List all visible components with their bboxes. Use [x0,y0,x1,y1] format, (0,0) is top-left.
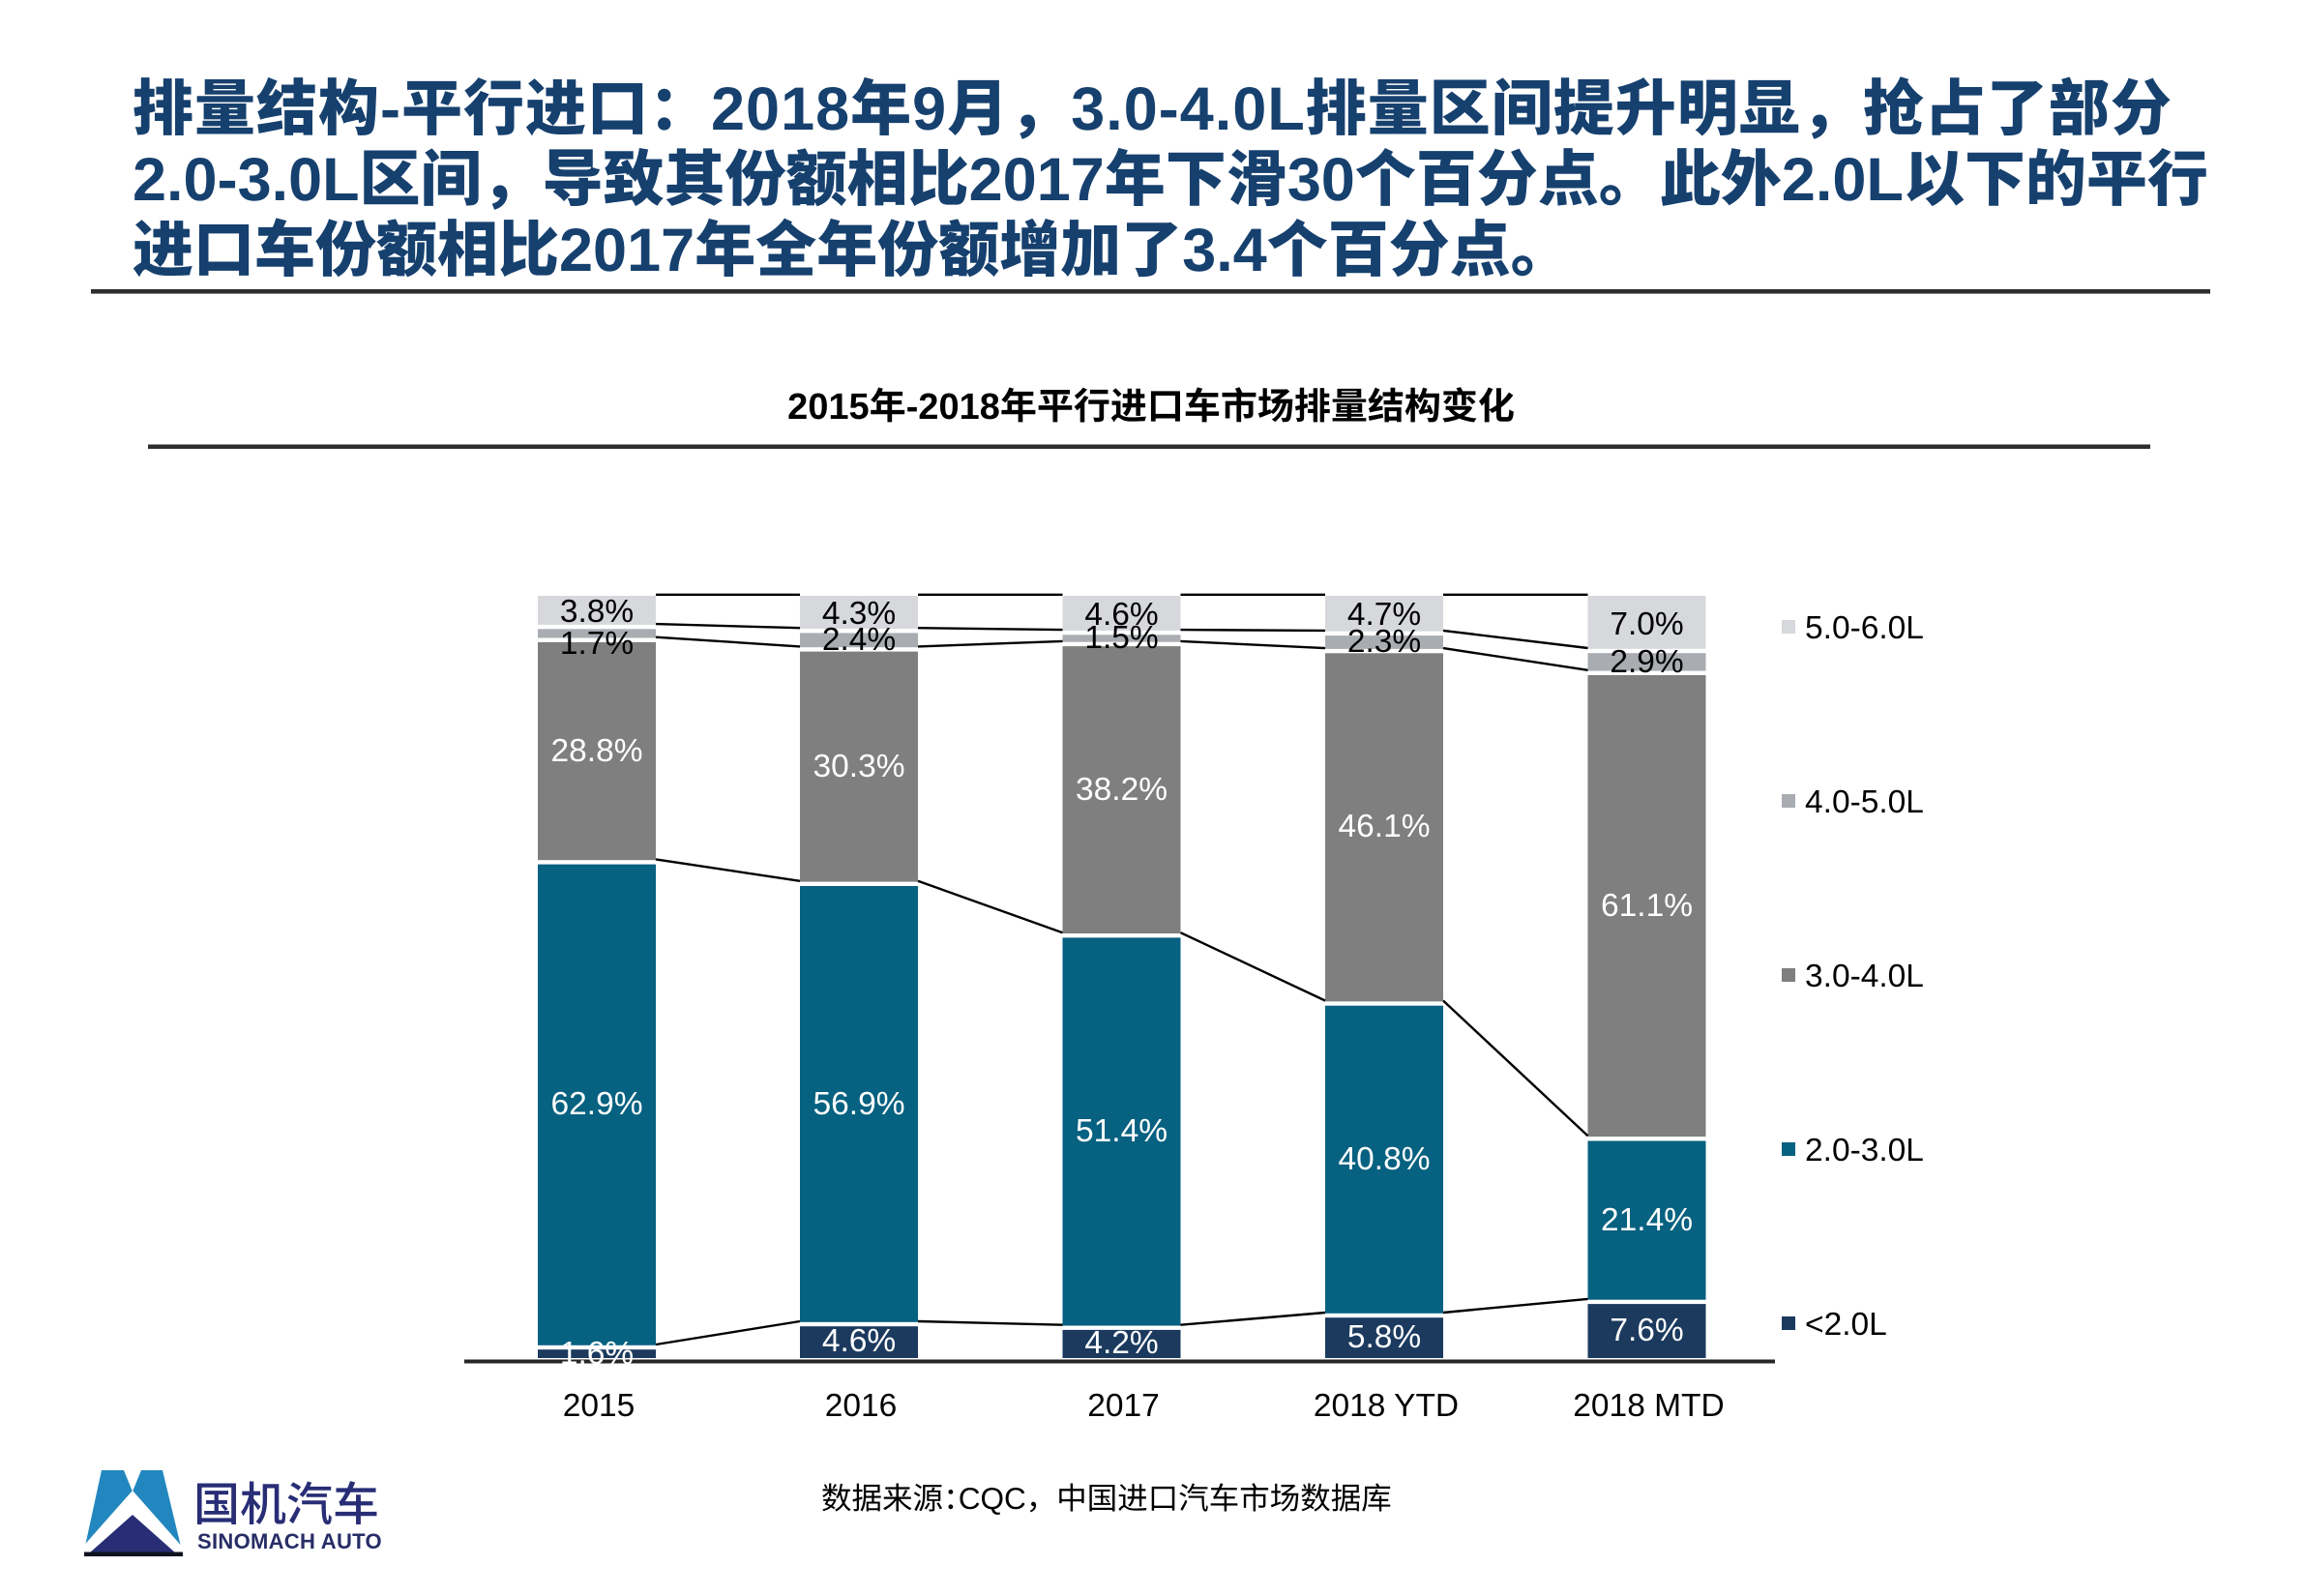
svg-text:4.3%: 4.3% [822,596,896,632]
svg-text:2.3%: 2.3% [1347,624,1421,660]
svg-text:2018 MTD: 2018 MTD [1573,1388,1724,1424]
svg-text:1.7%: 1.7% [560,626,634,662]
svg-text:46.1%: 46.1% [1339,809,1431,844]
svg-text:61.1%: 61.1% [1601,888,1693,924]
svg-text:21.4%: 21.4% [1601,1202,1693,1238]
svg-text:2016: 2016 [825,1388,898,1424]
svg-text:5.8%: 5.8% [1347,1319,1421,1355]
svg-text:3.0-4.0L: 3.0-4.0L [1805,959,1924,994]
svg-text:7.6%: 7.6% [1610,1313,1683,1348]
svg-text:2.0-3.0L: 2.0-3.0L [1805,1133,1924,1168]
svg-text:51.4%: 51.4% [1076,1113,1168,1149]
svg-text:2.9%: 2.9% [1610,644,1683,680]
svg-text:5.0-6.0L: 5.0-6.0L [1805,610,1924,646]
svg-text:30.3%: 30.3% [813,749,905,784]
svg-text:2015: 2015 [563,1388,636,1424]
svg-text:40.8%: 40.8% [1339,1141,1431,1177]
svg-text:4.6%: 4.6% [1084,597,1158,633]
svg-text:7.0%: 7.0% [1610,606,1683,642]
svg-text:2.4%: 2.4% [822,622,896,658]
svg-text:4.6%: 4.6% [822,1323,896,1359]
svg-text:56.9%: 56.9% [813,1086,905,1122]
svg-text:38.2%: 38.2% [1076,772,1168,808]
svg-text:62.9%: 62.9% [551,1086,643,1122]
svg-text:<2.0L: <2.0L [1805,1307,1887,1343]
svg-text:1.6%: 1.6% [560,1336,634,1372]
svg-text:SINOMACH AUTO: SINOMACH AUTO [197,1529,382,1553]
svg-text:2017: 2017 [1087,1388,1160,1424]
svg-text:28.8%: 28.8% [551,733,643,769]
svg-text:3.8%: 3.8% [560,594,634,630]
svg-text:2018 YTD: 2018 YTD [1314,1388,1459,1424]
svg-text:4.0-5.0L: 4.0-5.0L [1805,784,1924,820]
svg-text:4.2%: 4.2% [1084,1325,1158,1361]
svg-text:1.5%: 1.5% [1084,620,1158,656]
svg-text:4.7%: 4.7% [1347,597,1421,633]
